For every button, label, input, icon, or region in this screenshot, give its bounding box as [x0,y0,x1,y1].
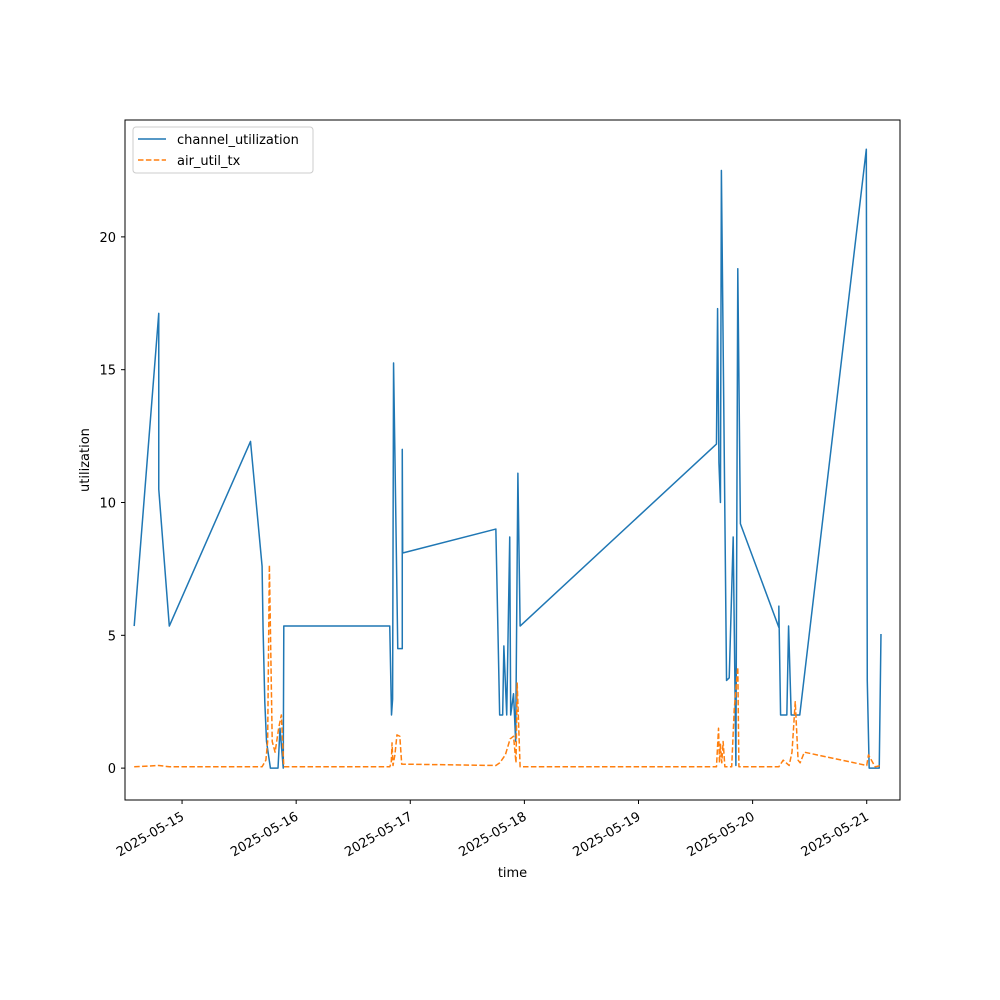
x-axis: 2025-05-15 2025-05-16 2025-05-17 2025-05-18… [114,800,872,860]
series-line-air-util-tx [134,564,882,768]
x-tick-label: 2025-05-20 [685,809,758,860]
y-tick-label: 20 [99,231,116,246]
legend-label-channel-utilization: channel_utilization [177,133,299,148]
y-axis-title: utilization [78,428,93,492]
y-tick-label: 15 [99,364,116,379]
y-tick-label: 5 [108,629,116,644]
legend-label-air-util-tx: air_util_tx [177,154,241,169]
y-tick-label: 0 [108,762,116,777]
x-tick-label: 2025-05-18 [456,809,529,860]
legend-box [132,126,314,174]
x-axis-title: time [498,866,527,881]
y-tick-label: 10 [99,497,116,512]
y-axis: 0 5 10 15 20 [99,231,125,777]
x-tick-label: 2025-05-17 [342,809,415,860]
x-tick-label: 2025-05-16 [228,809,301,860]
plot-lines [133,148,882,769]
x-tick-label: 2025-05-15 [114,809,187,860]
series-line-channel-utilization [133,148,882,769]
plot-frame [124,119,901,801]
legend: channel_utilization air_util_tx [132,126,314,174]
x-tick-label: 2025-05-21 [799,809,872,860]
x-tick-label: 2025-05-19 [571,809,644,860]
